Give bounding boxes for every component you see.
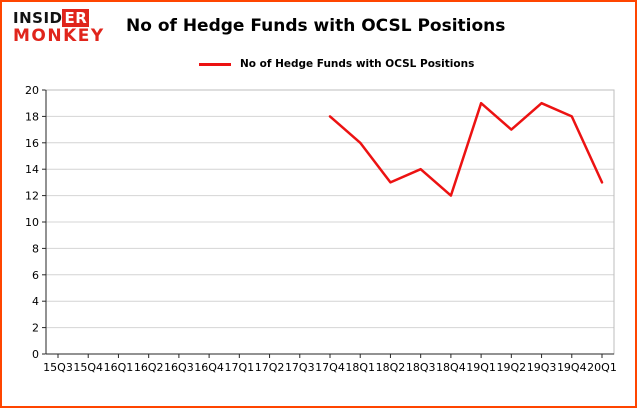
line-chart-plot-area: 0 2 4 6 8 10 12 14 16 18 20 15Q3 15Q4 16Q1 16Q2 16Q3 16Q… [25,84,617,374]
legend: No of Hedge Funds with OCSL Positions [199,58,474,70]
y-tick-label: 6 [32,269,39,282]
y-tick-label: 16 [25,137,39,150]
x-tick-label: 16Q2 [134,361,164,374]
x-tick-label: 16Q3 [164,361,194,374]
chart-title: No of Hedge Funds with OCSL Positions [126,16,506,36]
x-tick-label: 15Q4 [73,361,103,374]
legend-label: No of Hedge Funds with OCSL Positions [240,58,475,70]
y-tick-label: 4 [32,295,39,308]
y-tick-label: 14 [25,163,39,176]
x-tick-label: 19Q4 [557,361,587,374]
logo-line-insider: INSID ER [13,9,105,27]
x-tick-label: 18Q2 [376,361,406,374]
x-tick-label: 18Q4 [436,361,466,374]
x-tick-label: 17Q4 [315,361,345,374]
legend-line-swatch [199,62,231,66]
x-tick-label: 16Q1 [104,361,134,374]
y-tick-label: 8 [32,242,39,255]
logo-text-black: INSID [13,9,63,27]
x-tick-label: 17Q1 [225,361,255,374]
insider-monkey-logo: INSID ER MONKEY [13,9,105,46]
x-tick-label: 19Q2 [497,361,527,374]
x-tick-label: 15Q3 [43,361,73,374]
logo-line-monkey: MONKEY [13,25,105,46]
y-tick-label: 0 [32,348,39,361]
y-tick-label: 20 [25,84,39,97]
x-tick-label: 16Q4 [194,361,224,374]
x-tick-label: 17Q2 [255,361,285,374]
series-line [328,101,604,197]
logo-text-redbox: ER [62,9,90,27]
y-tick-label: 2 [32,322,39,335]
x-tick-label: 20Q1 [587,361,617,374]
x-tick-label: 17Q3 [285,361,315,374]
x-tick-label: 19Q3 [527,361,557,374]
y-tick-label: 10 [25,216,39,229]
x-tick-label: 19Q1 [466,361,496,374]
y-tick-label: 18 [25,110,39,123]
x-tick-label: 18Q3 [406,361,436,374]
y-tick-label: 12 [25,190,39,203]
x-tick-label: 18Q1 [345,361,375,374]
